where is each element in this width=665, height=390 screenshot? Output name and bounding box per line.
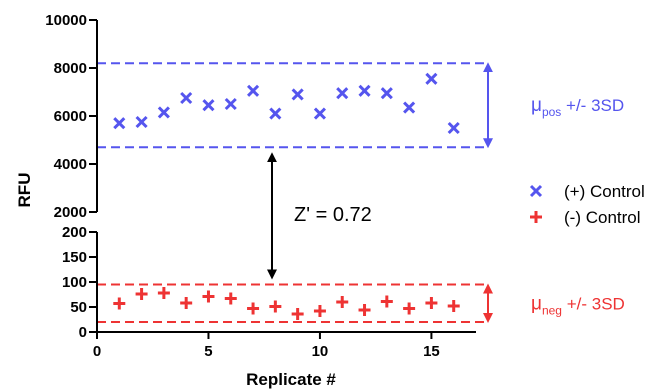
data-point (313, 305, 326, 317)
x-tick-label: 0 (93, 343, 101, 360)
y-tick-label: 100 (62, 274, 87, 291)
data-point (336, 87, 349, 100)
band-label: μpos +/- 3SD (531, 95, 624, 119)
x-tick-label: 5 (204, 343, 212, 360)
data-point (425, 297, 438, 309)
x-marker-stroke (113, 117, 126, 130)
data-point (135, 115, 148, 129)
x-marker-stroke (202, 99, 215, 112)
y-tick-label: 150 (62, 249, 87, 266)
annotations: μpos +/- 3SD μneg +/- 3SD Z' = 0.72 (267, 62, 625, 323)
y-axis-title: RFU (15, 173, 34, 208)
y-tick-label: 8000 (54, 60, 87, 77)
x-marker-stroke (180, 91, 193, 105)
y-tick-label: 2000 (54, 204, 87, 221)
data-point (336, 296, 349, 308)
legend-x-marker (529, 184, 543, 198)
data-point (380, 87, 393, 100)
data-point (269, 300, 282, 313)
data-point (447, 300, 460, 312)
data-point (202, 99, 215, 112)
x-axis-title: Replicate # (246, 370, 336, 389)
x-marker-stroke (447, 121, 460, 135)
legend-item: (+) Control (529, 182, 645, 201)
x-marker-stroke (246, 84, 260, 97)
x-marker-stroke (224, 97, 237, 111)
data-point (135, 288, 148, 300)
data-point (403, 101, 416, 114)
data-point (113, 117, 126, 130)
x-marker-stroke (269, 107, 282, 120)
data-point (113, 297, 126, 310)
data-point (246, 84, 260, 97)
x-marker-stroke (380, 87, 393, 100)
x-marker-stroke (336, 87, 349, 100)
data-point (380, 295, 393, 308)
x-marker-stroke (135, 115, 148, 129)
data-point (425, 72, 438, 85)
data-point (447, 121, 460, 135)
x-marker-stroke (425, 72, 438, 85)
data-point (202, 290, 215, 303)
legend-label: (+) Control (564, 182, 645, 201)
y-tick-label: 6000 (54, 108, 87, 125)
data-points (113, 72, 460, 320)
x-tick-label: 10 (312, 343, 329, 360)
x-tick-label: 15 (423, 343, 440, 360)
y-tick-label: 4000 (54, 156, 87, 173)
data-point (157, 287, 170, 299)
data-point (269, 107, 282, 120)
data-point (358, 304, 371, 316)
band-label: μneg +/- 3SD (531, 293, 625, 317)
x-marker-stroke (291, 88, 304, 101)
y-tick-label: 200 (62, 224, 87, 241)
legend: (+) Control (-) Control (529, 182, 645, 227)
x-marker-stroke (358, 84, 371, 97)
x-marker-stroke (313, 107, 327, 120)
data-point (403, 302, 416, 315)
data-point (180, 297, 193, 309)
z-prime-label: Z' = 0.72 (294, 204, 372, 226)
data-point (291, 308, 304, 320)
data-point (291, 88, 304, 101)
data-point (157, 106, 170, 119)
y-tick-label: 10000 (45, 12, 87, 29)
data-point (313, 107, 327, 120)
y-tick-label: 50 (70, 299, 87, 316)
threshold-bands (97, 62, 486, 323)
x-marker-stroke (403, 101, 416, 114)
data-point (180, 91, 193, 105)
data-point (224, 97, 237, 111)
data-point (224, 292, 237, 305)
x-marker-stroke (157, 106, 170, 119)
legend-item: (-) Control (530, 208, 641, 227)
y-tick-label: 0 (79, 324, 87, 341)
legend-label: (-) Control (564, 208, 641, 227)
data-point (358, 84, 371, 97)
data-point (247, 302, 260, 315)
